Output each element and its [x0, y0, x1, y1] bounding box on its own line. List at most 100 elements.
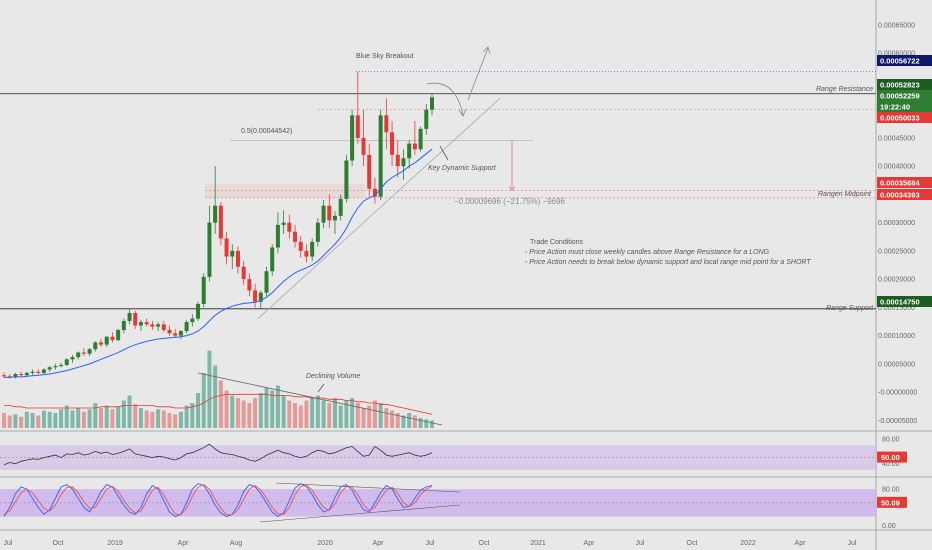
candle-body: [372, 188, 377, 197]
candle-body: [281, 222, 286, 225]
stoch-k-line: [3, 483, 433, 518]
projection-down-arrow: [426, 82, 464, 116]
candle-body: [81, 352, 86, 354]
candle-body: [304, 250, 309, 257]
declining-volume-label: Declining Volume: [306, 373, 360, 380]
candle-body: [133, 313, 138, 326]
candle-body: [116, 329, 121, 341]
range-resistance-label: Range Resistance: [816, 86, 873, 93]
volume-ma-line: [4, 393, 433, 415]
volume-bar: [395, 413, 400, 428]
candle-body: [412, 143, 417, 150]
candle-body: [196, 303, 201, 319]
price-badge-text: 0.00056722: [880, 57, 920, 66]
volume-bar: [350, 398, 355, 428]
stoch-axis-tick: 0.00: [882, 523, 896, 530]
volume-bar: [224, 390, 229, 428]
volume-bar: [418, 418, 423, 428]
candle-body: [332, 215, 337, 221]
volume-bar: [138, 408, 143, 428]
volume-bar: [178, 411, 183, 428]
range-support-label: Range Support: [826, 305, 874, 312]
candle-body: [213, 205, 218, 223]
volume-bar: [161, 410, 166, 428]
trade-conditions-title: Trade Conditions: [530, 239, 584, 246]
candle-body: [70, 357, 75, 360]
key-dynamic-support-label: Key Dynamic Support: [428, 165, 497, 172]
volume-bar: [344, 400, 349, 428]
volume-bar: [36, 415, 41, 428]
stoch-badge-text: 50.09: [881, 498, 900, 507]
volume-bar: [70, 410, 75, 428]
price-axis-tick: 0.00005000: [878, 361, 915, 368]
candle-body: [53, 366, 58, 368]
candle-body: [110, 336, 115, 341]
price-axis-tick: 0.00065000: [878, 22, 915, 29]
price-axis-tick: 0.00010000: [878, 333, 915, 340]
blue-sky-breakout-label: Blue Sky Breakout: [356, 53, 414, 60]
candle-body: [264, 271, 269, 293]
volume-bar: [207, 350, 212, 428]
candle-body: [41, 369, 46, 373]
candle-body: [315, 222, 320, 242]
price-axis-tick: 0.00060000: [878, 51, 915, 58]
candle-body: [184, 322, 189, 332]
candle-body: [367, 154, 372, 189]
volume-bar: [304, 400, 309, 428]
volume-bar: [310, 398, 315, 428]
candle-body: [173, 333, 178, 336]
candle-body: [19, 374, 24, 376]
candle-body: [24, 372, 29, 376]
price-badge-text: 0.00014750: [880, 298, 920, 307]
price-axis-tick: 0.00015000: [878, 305, 915, 312]
price-badge-text: 0.00034393: [880, 191, 920, 200]
price-badge-text: 19:22:40: [880, 103, 910, 112]
candle-body: [424, 109, 429, 129]
stoch-upper-trendline: [275, 482, 461, 493]
time-axis-tick: Aug: [230, 540, 243, 547]
projection-up-arrow: [467, 47, 489, 101]
volume-bar: [247, 403, 252, 428]
price-axis-tick: -0.00005000: [878, 418, 917, 425]
volume-bar: [430, 420, 434, 428]
price-badge: [877, 296, 932, 307]
volume-bar: [144, 410, 149, 428]
volume-bar: [196, 393, 201, 428]
price-badge: [877, 90, 932, 101]
trade-condition-long: - Price Action must close weekly candles…: [525, 249, 770, 256]
candle-body: [190, 318, 195, 323]
trade-condition-short: - Price Action needs to break below dyna…: [525, 259, 811, 266]
volume-bar: [13, 414, 18, 428]
candle-body: [275, 224, 280, 248]
volume-bar: [407, 413, 412, 428]
candle-body: [30, 371, 35, 373]
candle-body: [407, 143, 412, 159]
candle-body: [327, 205, 332, 221]
candle-body: [201, 276, 206, 304]
price-axis-tick: 0.00030000: [878, 220, 915, 227]
candle-body: [144, 322, 149, 325]
stoch-d-line: [3, 484, 433, 516]
dynamic-support-ma: [4, 148, 433, 378]
candle-body: [418, 128, 423, 150]
volume-bar: [315, 395, 320, 428]
candle-body: [247, 279, 252, 291]
stoch-axis-tick: 80.00: [882, 487, 900, 494]
volume-bar: [2, 413, 6, 428]
candle-body: [2, 375, 6, 377]
rsi-axis-tick: 80.00: [882, 437, 900, 444]
candle-body: [178, 331, 183, 336]
candle-body: [127, 313, 132, 321]
volume-bar: [281, 395, 286, 428]
volume-trendline: [197, 372, 443, 426]
volume-bar: [287, 400, 292, 428]
volume-bar: [64, 405, 69, 428]
candle-body: [384, 115, 389, 133]
volume-bar: [367, 405, 372, 428]
candle-body: [230, 250, 235, 257]
volume-bar: [76, 408, 81, 428]
volume-bar: [298, 405, 303, 428]
volume-bar: [99, 408, 104, 428]
volume-bar: [121, 400, 126, 428]
volume-bar: [270, 390, 275, 428]
